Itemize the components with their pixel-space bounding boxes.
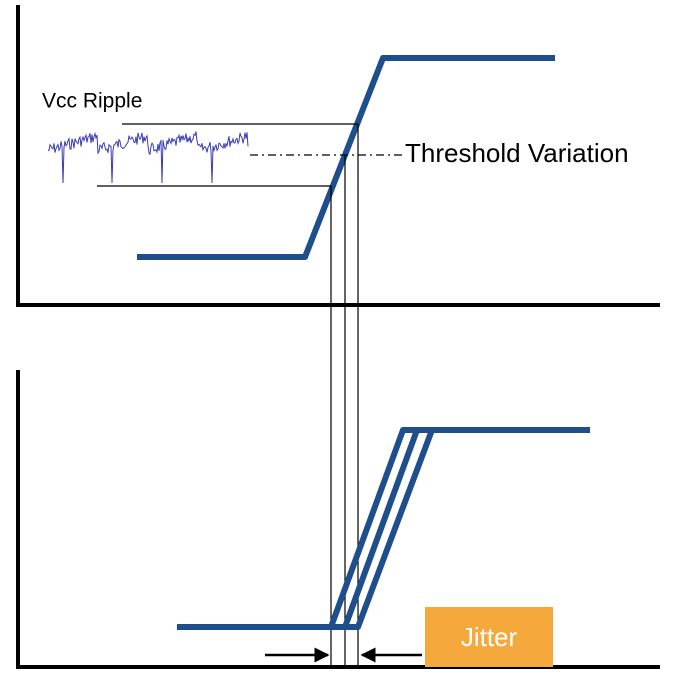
ripple-label: Vcc Ripple — [42, 90, 142, 113]
jitter-label: Jitter — [461, 622, 518, 652]
ripple-trace — [48, 132, 248, 184]
threshold-label: Threshold Variation — [405, 138, 629, 168]
diagram: Jitter Vcc Ripple Threshold Variation — [0, 0, 676, 674]
